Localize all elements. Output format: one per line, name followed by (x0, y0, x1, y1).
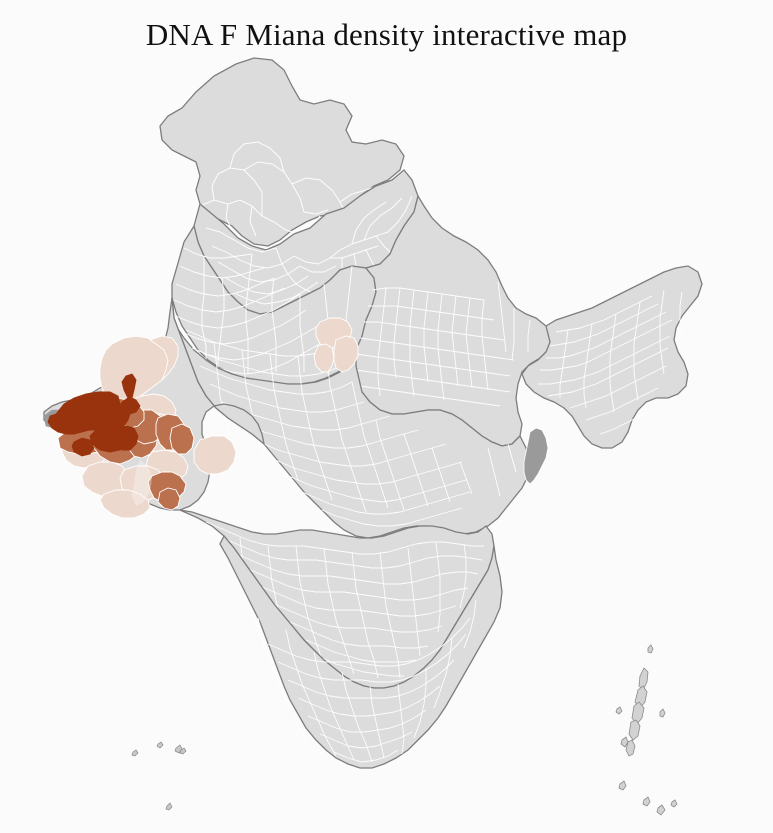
region-northeast[interactable] (521, 265, 703, 449)
district-mp-south-tail[interactable] (313, 343, 335, 373)
district-saurashtra-south[interactable] (99, 489, 151, 519)
density-high-group (47, 373, 141, 457)
district-lines-south (257, 599, 477, 763)
page-title: DNA F Miana density interactive map (145, 17, 628, 52)
district-kutch[interactable] (47, 373, 141, 435)
district-lines-north (205, 195, 413, 305)
district-lines-gangetic (355, 281, 531, 407)
region-south-peninsula[interactable] (219, 534, 503, 769)
district-jamnagar-high-spur[interactable] (71, 437, 95, 457)
islands-group (131, 644, 678, 816)
district-lines-northeast (538, 289, 685, 435)
andaman-nicobar-islands[interactable] (615, 644, 678, 816)
district-mumbai-suburban[interactable] (157, 487, 181, 511)
district-vadodara-east[interactable] (169, 423, 195, 455)
lakshadweep-islands[interactable] (131, 741, 187, 811)
district-lines-rajasthan (173, 247, 353, 375)
gulf-of-khambhat-shading (132, 460, 152, 506)
district-coastal-andhra-nodata[interactable] (523, 427, 549, 485)
district-sabarkantha-aravalli[interactable] (148, 335, 179, 381)
district-nashik[interactable] (193, 435, 237, 475)
district-morbi-high[interactable] (113, 425, 139, 451)
